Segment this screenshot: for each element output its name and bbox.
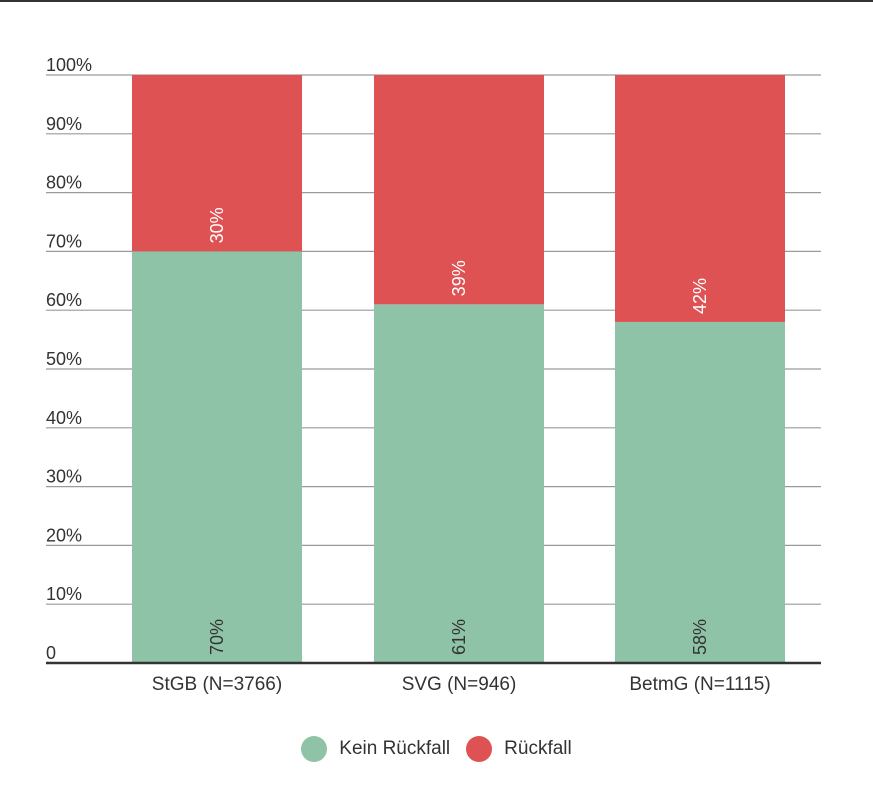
bar-rueckfall bbox=[615, 75, 785, 322]
legend-label-kein-rueckfall: Kein Rückfall bbox=[339, 738, 451, 759]
y-tick-label: 40% bbox=[46, 408, 82, 428]
y-tick-label: 70% bbox=[46, 231, 82, 251]
y-tick-label: 30% bbox=[46, 467, 82, 487]
bar-kein-rueckfall bbox=[374, 304, 544, 663]
y-tick-label: 100% bbox=[46, 55, 92, 75]
bar-rueckfall bbox=[374, 75, 544, 305]
data-label: 58% bbox=[690, 619, 710, 655]
y-tick-label: 0 bbox=[46, 643, 56, 663]
legend: Kein Rückfall Rückfall bbox=[0, 733, 873, 765]
legend-item-kein-rueckfall: Kein Rückfall bbox=[301, 736, 450, 762]
y-tick-label: 90% bbox=[46, 114, 82, 134]
bar-kein-rueckfall bbox=[615, 321, 785, 663]
stacked-bar-chart: 0 10% 20% 30% 40% 50% 60% 70% 80% 90% 100% 70% 30% St… bbox=[46, 55, 821, 695]
legend-swatch-rueckfall bbox=[466, 736, 493, 762]
bar-rueckfall bbox=[132, 75, 302, 252]
top-border bbox=[0, 0, 873, 2]
x-tick-label: BetmG (N=1115) bbox=[629, 674, 770, 695]
data-label: 42% bbox=[690, 278, 710, 314]
data-label: 39% bbox=[449, 260, 469, 296]
y-tick-label: 50% bbox=[46, 349, 82, 369]
x-tick-label: StGB (N=3766) bbox=[152, 674, 282, 695]
y-tick-label: 60% bbox=[46, 290, 82, 310]
bar-kein-rueckfall bbox=[132, 251, 302, 663]
legend-swatch-kein-rueckfall bbox=[301, 736, 328, 762]
legend-item-rueckfall: Rückfall bbox=[466, 736, 572, 762]
data-label: 61% bbox=[449, 619, 469, 655]
data-label: 70% bbox=[207, 619, 227, 655]
y-tick-label: 20% bbox=[46, 525, 82, 545]
y-tick-label: 80% bbox=[46, 173, 82, 193]
x-tick-label: SVG (N=946) bbox=[402, 674, 517, 695]
y-tick-label: 10% bbox=[46, 584, 82, 604]
legend-label-rueckfall: Rückfall bbox=[504, 738, 572, 759]
data-label: 30% bbox=[207, 207, 227, 243]
